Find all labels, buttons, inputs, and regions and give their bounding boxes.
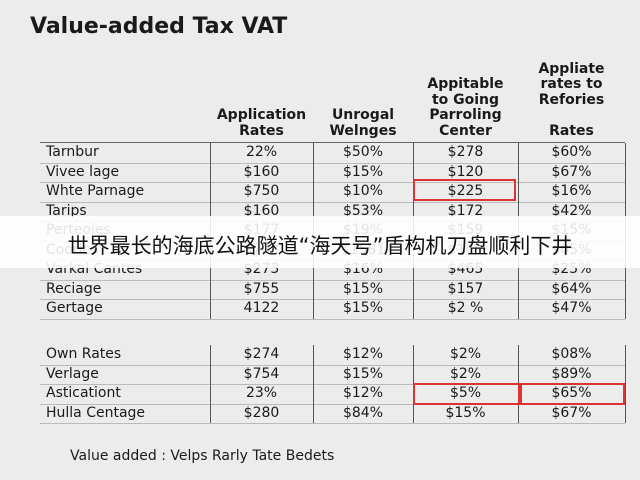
footer: Value added : Velps Rarly Tate Bedets	[70, 448, 335, 464]
cell: $67%	[551, 404, 592, 421]
cell: $89%	[551, 365, 592, 382]
cell: $225	[447, 183, 484, 199]
cell: $47%	[551, 300, 592, 316]
cell: $84%	[342, 404, 384, 421]
cell: $12%	[342, 385, 384, 401]
cell: $15%	[342, 163, 384, 180]
cell: $2 %	[447, 300, 484, 316]
cell: $64%	[551, 280, 592, 297]
cell: $120	[447, 163, 484, 180]
cell: $12%	[342, 346, 384, 362]
cell: $2%	[449, 365, 482, 382]
cell: 4122	[243, 300, 280, 316]
cell: $755	[243, 280, 280, 297]
cell: $172	[447, 202, 484, 219]
cell: $08%	[551, 346, 592, 362]
cell: $16%	[551, 183, 592, 199]
cell: $50%	[342, 144, 384, 160]
row-label: Tarips	[46, 202, 87, 219]
cell: $42%	[551, 202, 592, 219]
highlight-box	[413, 179, 516, 201]
highlight-divider	[518, 383, 522, 405]
header-rule	[40, 142, 625, 143]
row-label: Reciage	[46, 280, 102, 297]
cell: $274	[243, 346, 280, 362]
cell: $15%	[342, 280, 384, 297]
column-header: Unrogal Welnges	[329, 107, 397, 139]
cell: $15%	[342, 365, 384, 382]
row-rule	[40, 364, 625, 366]
row-label: Vivee lage	[46, 163, 120, 180]
cell: $160	[243, 202, 280, 219]
row-rule	[40, 318, 625, 320]
cell: $67%	[551, 163, 592, 180]
column-rule	[625, 345, 626, 423]
title: Value-added Tax VAT	[30, 14, 288, 39]
column-rule	[210, 345, 211, 423]
row-label: Hulla Centage	[46, 404, 146, 421]
cell: $53%	[342, 202, 384, 219]
cell: $10%	[342, 183, 384, 199]
row-label: Asticationt	[46, 385, 121, 401]
cell: $754	[243, 365, 280, 382]
row-rule	[40, 182, 625, 183]
row-rule	[40, 201, 625, 203]
row-rule	[40, 384, 625, 385]
row-rule	[40, 279, 625, 281]
cell: $280	[243, 404, 280, 421]
cell: $750	[243, 183, 280, 199]
row-label: Whte Parnage	[46, 183, 145, 199]
cell: $157	[447, 280, 484, 297]
cell: $60%	[551, 144, 592, 160]
column-header: Appitable to Going Parroling Center	[427, 76, 504, 139]
cell: $65%	[551, 385, 592, 401]
cell: $2%	[449, 346, 482, 362]
cell: $278	[447, 144, 484, 160]
row-label: Verlage	[46, 365, 99, 382]
cell: $15%	[445, 404, 486, 421]
cell: $15%	[342, 300, 384, 316]
row-label: Own Rates	[46, 346, 122, 362]
row-rule	[40, 299, 625, 300]
row-rule	[40, 403, 625, 405]
banner-text: 世界最长的海底公路隧道“海天号”盾构机刀盘顺利下井	[67, 234, 573, 258]
row-label: Tarnbur	[46, 144, 99, 160]
cell: $160	[243, 163, 280, 180]
banner-bg	[0, 216, 640, 268]
cell: 22%	[245, 144, 278, 160]
row-rule	[40, 423, 625, 424]
row-label: Gertage	[46, 300, 103, 316]
column-header: Appliate rates to Refories Rates	[538, 60, 605, 139]
column-rule	[313, 345, 314, 423]
cell: 23%	[245, 385, 278, 401]
row-rule	[40, 162, 625, 164]
column-header: Application Rates	[216, 107, 307, 139]
cell: $5%	[449, 385, 482, 401]
